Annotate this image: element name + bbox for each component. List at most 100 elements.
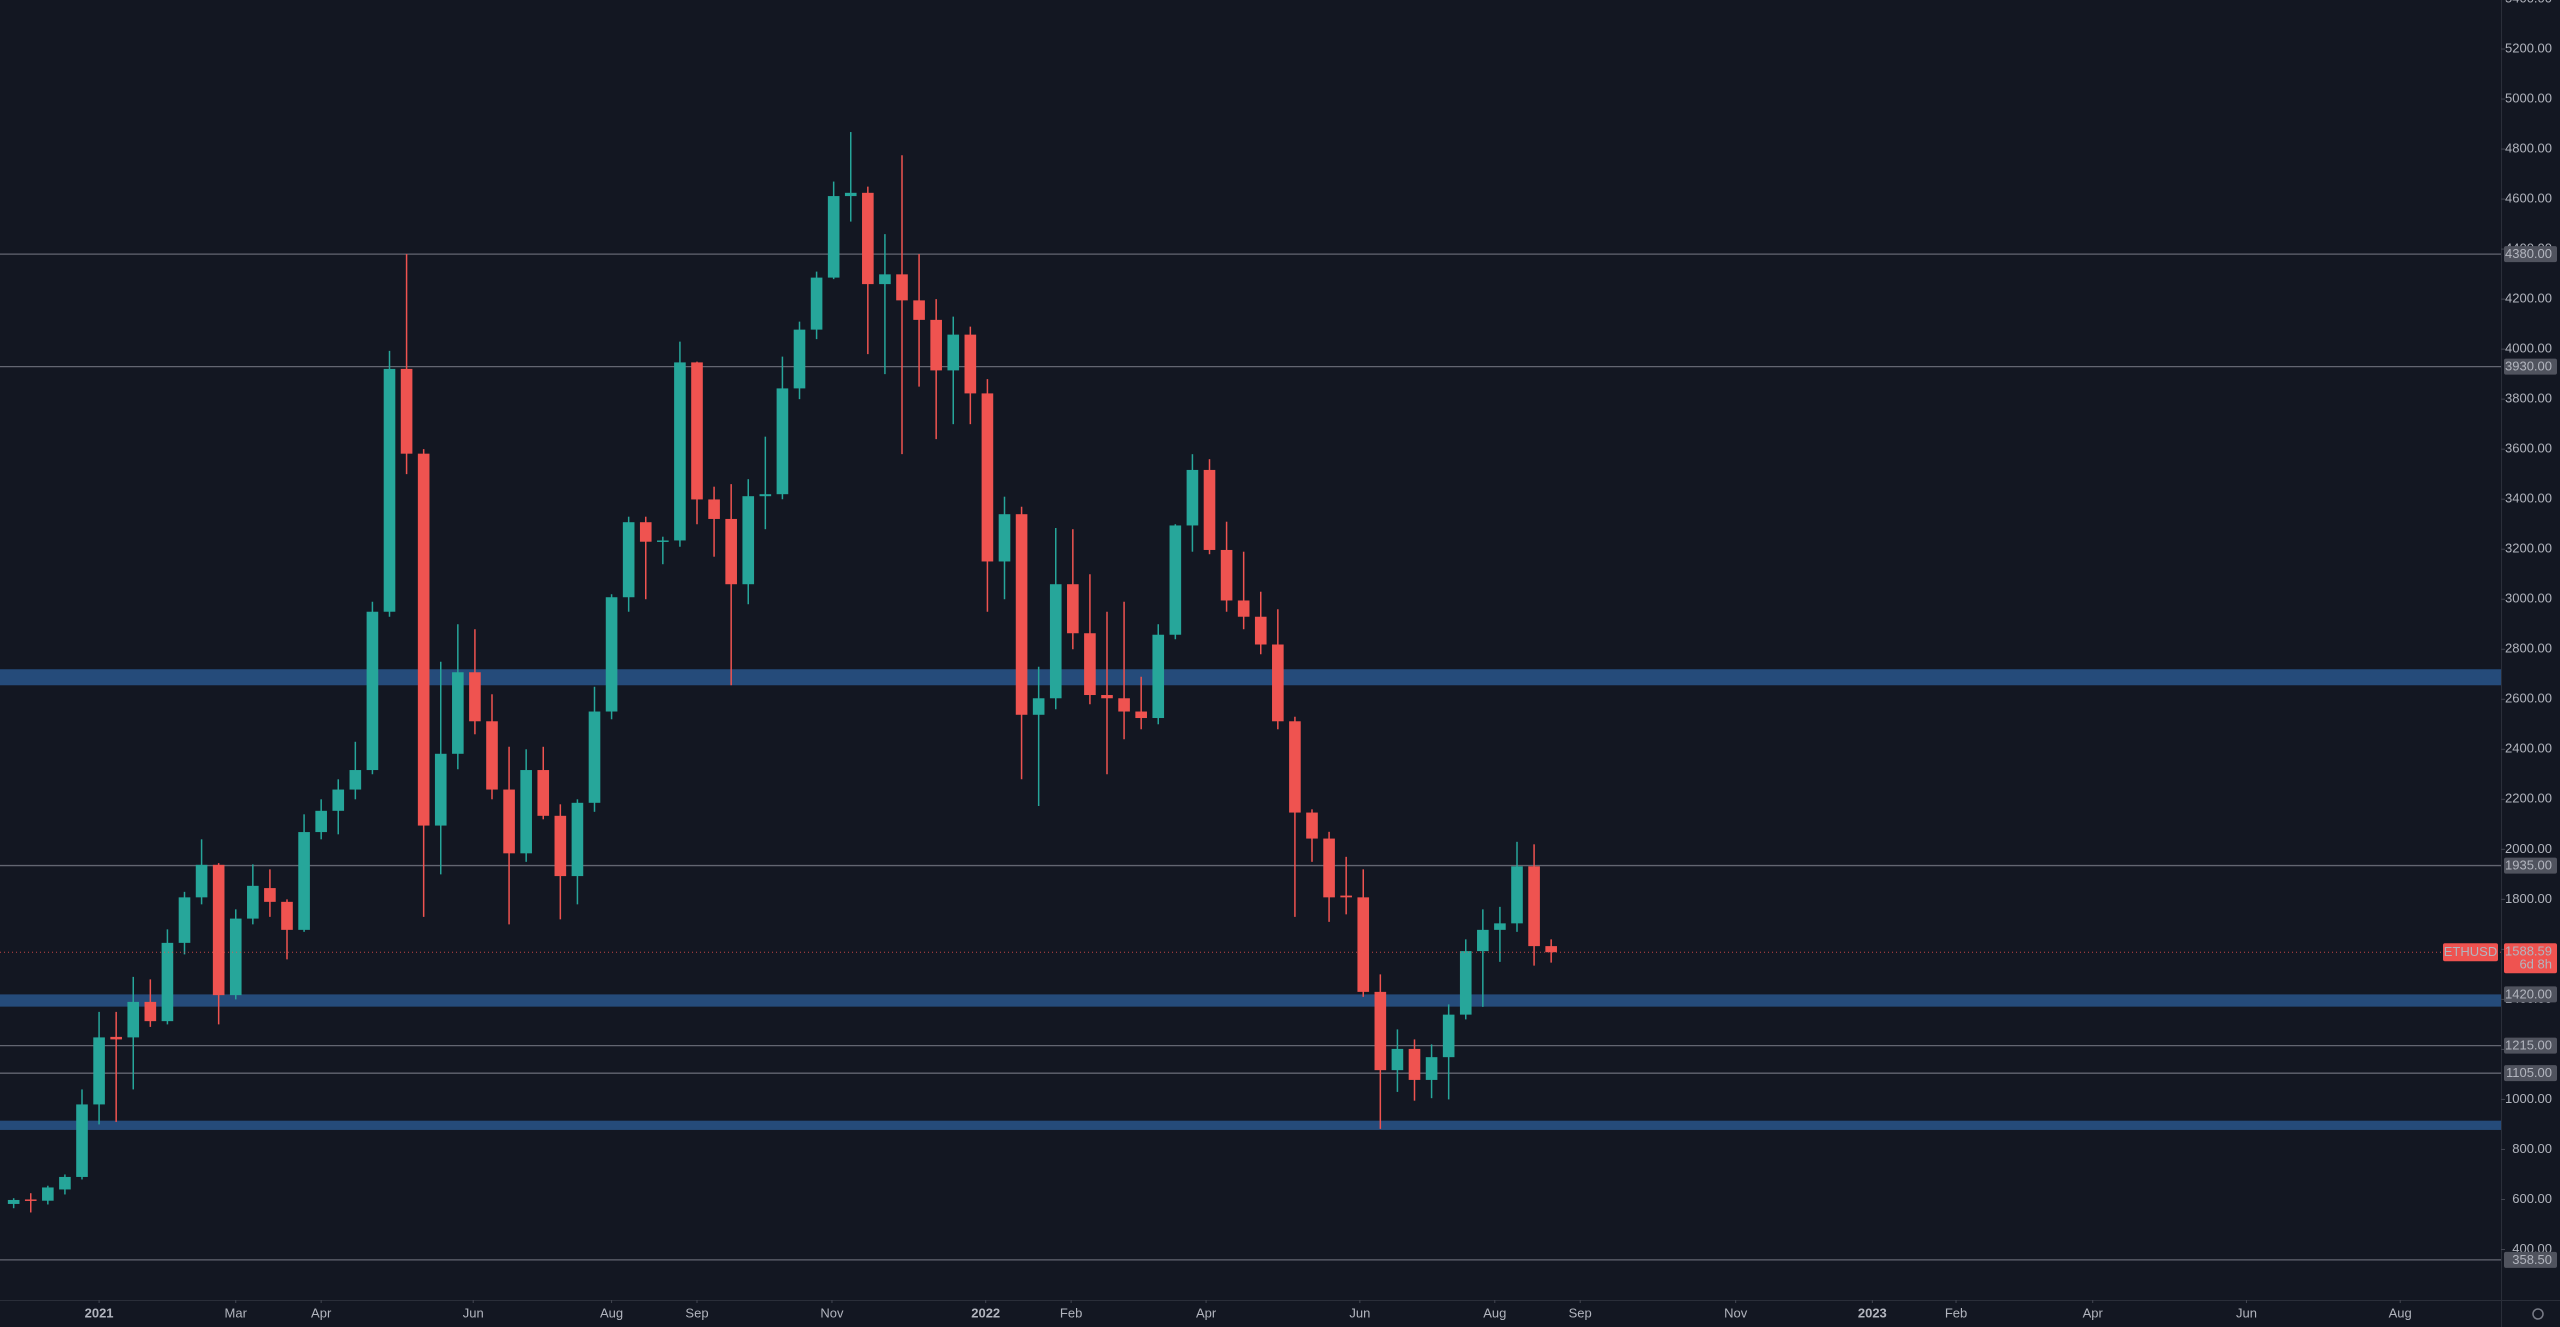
candle-body	[1118, 698, 1130, 712]
y-tick-label: 3200.00	[2505, 541, 2552, 556]
candle-body	[827, 196, 840, 278]
y-tick-label: 5200.00	[2505, 40, 2552, 55]
candle-body	[486, 721, 498, 790]
level-label-box	[2504, 1251, 2557, 1268]
y-tick-label: 600.00	[2512, 1191, 2552, 1206]
candle-body	[315, 810, 327, 833]
x-tick-label: Aug	[2389, 1305, 2412, 1320]
x-tick-label: 2023	[1858, 1305, 1887, 1320]
candle-body	[947, 334, 960, 371]
level-label-box	[2504, 1065, 2557, 1082]
level-label-box	[2504, 857, 2557, 874]
candle-body	[1254, 616, 1267, 645]
candle-body	[469, 672, 481, 722]
candle-body	[1494, 923, 1506, 930]
candle-body	[1357, 897, 1370, 992]
candle-body	[7, 1199, 20, 1204]
candle-body	[417, 453, 430, 826]
x-tick-label: 2022	[971, 1305, 1000, 1320]
candle-body	[964, 334, 977, 394]
candle-body	[981, 393, 994, 562]
candle-body	[1015, 514, 1028, 715]
candle-body	[1169, 525, 1182, 635]
candle-body	[1049, 584, 1062, 699]
candle-body	[1237, 600, 1250, 617]
y-tick-label: 4000.00	[2505, 341, 2552, 356]
candle-body	[1152, 634, 1165, 719]
y-tick-label: 4600.00	[2505, 191, 2552, 206]
candle-body	[537, 770, 550, 816]
level-label: 1935.00	[2505, 858, 2552, 873]
candle-body	[571, 802, 584, 877]
candle-body	[1101, 695, 1113, 699]
candle-body	[1408, 1048, 1421, 1080]
candle-body	[1528, 866, 1540, 947]
candle-body	[1135, 711, 1147, 719]
y-tick-label: 2800.00	[2505, 641, 2552, 656]
y-tick-label: 4200.00	[2505, 291, 2552, 306]
zone-label: 1420.00	[2505, 986, 2552, 1001]
zone-label-box	[2504, 986, 2557, 1003]
candle-body	[759, 494, 772, 497]
y-tick-label: 1800.00	[2505, 891, 2552, 906]
x-tick-label: Apr	[311, 1305, 332, 1320]
candle-body	[400, 368, 413, 454]
y-tick-label: 3600.00	[2505, 441, 2552, 456]
candle-body	[383, 368, 396, 612]
price-axis-panel	[2501, 0, 2560, 1327]
x-tick-label: Apr	[2083, 1305, 2104, 1320]
x-tick-label: Sep	[685, 1305, 708, 1320]
candle-body	[93, 1037, 105, 1105]
candle-body	[1442, 1014, 1455, 1058]
candle-body	[1511, 866, 1523, 924]
x-tick-label: Jun	[1349, 1305, 1370, 1320]
candle-body	[605, 597, 618, 712]
y-tick-label: 3400.00	[2505, 491, 2552, 506]
candle-body	[1272, 644, 1284, 722]
candle-body	[725, 518, 737, 585]
plot-area	[0, 132, 2501, 1261]
candle-body	[178, 897, 191, 943]
candle-body	[1323, 838, 1335, 898]
support-zone	[0, 669, 2501, 686]
candle-body	[776, 388, 789, 495]
y-tick-label: 2400.00	[2505, 741, 2552, 756]
x-tick-label: Aug	[1483, 1305, 1506, 1320]
candle-body	[434, 753, 447, 826]
candle-body	[1186, 469, 1199, 526]
candle-body	[520, 770, 532, 854]
x-tick-label: Feb	[1945, 1305, 1967, 1320]
candle-body	[144, 1001, 157, 1022]
candle-body	[622, 522, 635, 598]
countdown-label: 6d 8h	[2519, 957, 2552, 972]
y-tick-label: 5400.00	[2505, 0, 2552, 5]
level-label: 4380.00	[2505, 246, 2552, 261]
level-label-box	[2504, 1037, 2557, 1054]
level-label-box	[2504, 246, 2557, 263]
candle-body	[862, 192, 874, 285]
symbol-tag	[2443, 943, 2498, 962]
x-tick-label: Feb	[1060, 1305, 1082, 1320]
candle-body	[639, 522, 652, 542]
candle-body	[59, 1176, 71, 1190]
y-tick-label: 4800.00	[2505, 140, 2552, 155]
candle-body	[896, 274, 908, 301]
level-label-box	[2504, 358, 2557, 375]
candle-body	[1220, 549, 1233, 601]
x-tick-label: Jun	[463, 1305, 484, 1320]
candle-body	[349, 770, 362, 790]
candle-body	[110, 1036, 122, 1040]
y-tick-label: 3000.00	[2505, 591, 2552, 606]
candle-body	[674, 362, 686, 541]
candle-body	[42, 1187, 54, 1201]
candle-body	[1425, 1057, 1438, 1080]
level-label: 358.50	[2512, 1252, 2552, 1267]
last-price-box	[2504, 943, 2557, 974]
symbol-label: ETHUSD	[2444, 944, 2497, 959]
y-tick-label: 2600.00	[2505, 691, 2552, 706]
candle-body	[264, 888, 276, 902]
candle-body	[708, 499, 720, 519]
candle-body	[247, 885, 259, 919]
candle-body	[930, 319, 942, 371]
